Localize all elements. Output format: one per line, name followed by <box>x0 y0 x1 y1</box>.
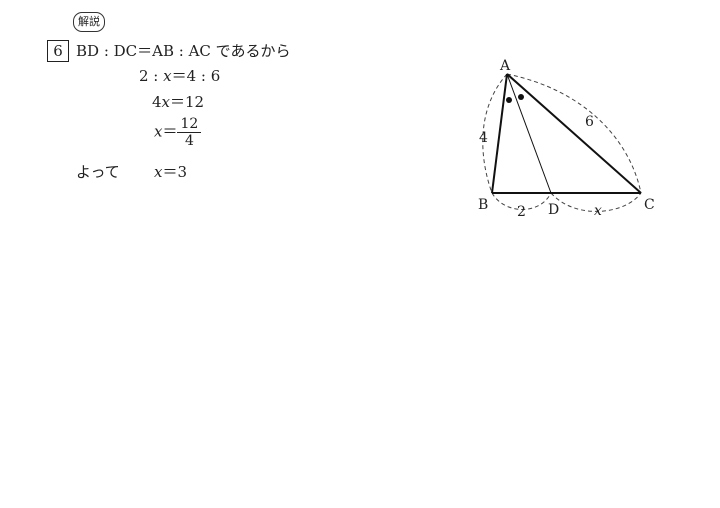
arc-bd <box>491 192 552 210</box>
step2-variable: x <box>161 93 171 111</box>
length-label-ac: 6 <box>585 114 594 130</box>
step3-equals: ＝ <box>162 122 178 141</box>
length-label-dc: x <box>594 203 602 219</box>
fraction-denominator: 4 <box>184 133 194 149</box>
vertex-label-b: B <box>478 197 488 213</box>
fraction: 12 4 <box>177 116 202 149</box>
angle-mark-2 <box>518 94 524 100</box>
arc-dc <box>550 192 642 212</box>
problem-statement: BD : DC＝AB : AC であるから <box>76 42 291 60</box>
length-label-ab: 4 <box>479 130 488 146</box>
explanation-badge: 解説 <box>73 12 105 32</box>
step1-variable: x <box>163 67 172 85</box>
answer-variable: x <box>154 163 163 181</box>
equation-step-3: x＝ 12 4 <box>154 116 202 149</box>
step1-right: ＝4 : 6 <box>171 67 221 85</box>
answer-value: ＝3 <box>162 163 188 181</box>
step2-right: ＝12 <box>170 93 205 111</box>
vertex-label-a: A <box>499 58 511 74</box>
step2-coefficient: 4 <box>152 93 162 111</box>
step3-variable: x <box>154 122 163 141</box>
equation-step-1: 2 : x＝4 : 6 <box>139 65 220 86</box>
step1-left: 2 : <box>139 67 164 85</box>
side-ab <box>491 73 508 194</box>
arc-ac <box>506 73 642 194</box>
angle-mark-1 <box>506 97 512 103</box>
vertex-label-c: C <box>644 197 655 213</box>
fraction-numerator: 12 <box>177 116 202 133</box>
problem-number: 6 <box>47 40 69 62</box>
bisector-ad <box>506 73 552 194</box>
equation-step-2: 4x＝12 <box>152 91 204 112</box>
vertex-label-d: D <box>548 202 559 218</box>
conclusion-answer: x＝3 <box>154 161 187 182</box>
length-label-bd: 2 <box>517 204 526 220</box>
conclusion-prefix: よって <box>76 163 120 181</box>
arc-ab <box>482 73 508 194</box>
side-ac <box>506 73 642 194</box>
